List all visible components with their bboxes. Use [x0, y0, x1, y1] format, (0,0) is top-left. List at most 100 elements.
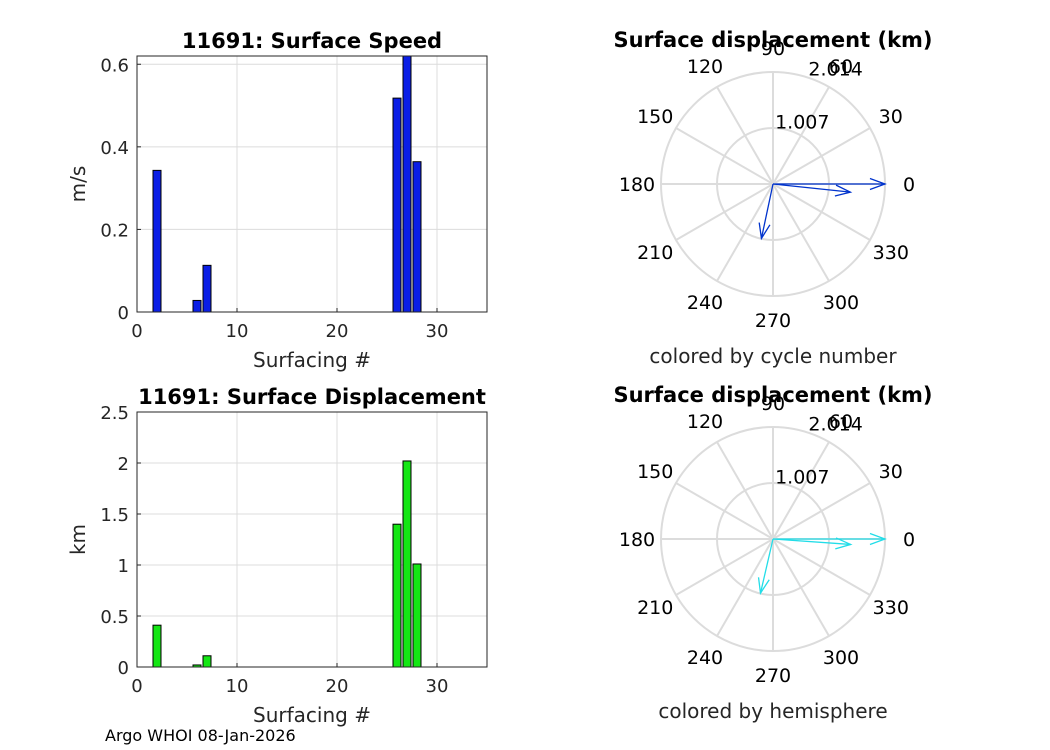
- polar-spoke: [675, 538, 774, 596]
- polar-spoke: [675, 127, 774, 185]
- axes-box: [136, 411, 488, 668]
- angle-label: 210: [637, 597, 673, 619]
- y-tick-label: 1: [118, 556, 129, 577]
- x-tick-label: 30: [426, 321, 449, 342]
- angle-label: 270: [755, 310, 791, 332]
- angle-label: 60: [829, 411, 853, 433]
- bar: [412, 161, 422, 313]
- polar-spoke: [772, 441, 830, 540]
- angle-label: 60: [829, 56, 853, 78]
- bar: [402, 460, 412, 668]
- bar: [202, 655, 212, 668]
- polar-spoke: [716, 86, 774, 185]
- polar-subtitle: colored by hemisphere: [658, 699, 887, 723]
- x-axis-label: Surfacing #: [253, 703, 371, 727]
- polar-spoke: [675, 183, 774, 241]
- angle-label: 330: [873, 242, 909, 264]
- angle-label: 240: [687, 292, 723, 314]
- polar-subtitle: colored by cycle number: [649, 344, 897, 368]
- bar-chart-2: 0 10 20 30 0 0.5 1 1.5 2 2.5 11691: Surface Displa…: [66, 385, 488, 727]
- angle-label: 30: [879, 106, 903, 128]
- arrowhead: [758, 222, 771, 241]
- angle-label: 330: [873, 597, 909, 619]
- angle-label: 180: [619, 174, 655, 196]
- y-tick-label: 0.5: [100, 607, 129, 628]
- x-tick-label: 10: [226, 676, 249, 697]
- y-tick-label: 0: [118, 658, 129, 679]
- y-tick-label: 0.6: [100, 55, 129, 76]
- angle-label: 240: [687, 647, 723, 669]
- radial-tick-label: 1.007: [775, 112, 829, 134]
- angle-label: 270: [755, 665, 791, 687]
- angle-label: 180: [619, 529, 655, 551]
- angle-label: 210: [637, 242, 673, 264]
- polar-spoke: [772, 86, 830, 185]
- bar: [192, 299, 202, 313]
- footer-credit: Argo WHOI 08-Jan-2026: [105, 726, 296, 745]
- arrowhead: [869, 177, 887, 191]
- bar: [152, 624, 162, 668]
- polar-spoke: [772, 538, 871, 596]
- polar-chart-3: 0 30 60 90 120 150 180 210 240 270 300 330 1.007 2.01…: [613, 383, 932, 723]
- bar: [152, 169, 162, 313]
- bar: [202, 264, 212, 313]
- polar-title: Surface displacement (km): [613, 383, 932, 407]
- y-axis-label: km: [66, 524, 90, 555]
- chart-title: 11691: Surface Displacement: [138, 385, 486, 409]
- polar-chart-1: 0 30 60 90 120 150 180 210 240 270 300 330 1.007 2.01…: [613, 28, 932, 368]
- angle-label: 90: [761, 393, 785, 415]
- x-tick-label: 10: [226, 321, 249, 342]
- polar-spoke: [675, 482, 774, 540]
- x-tick-label: 20: [326, 321, 349, 342]
- polar-spoke: [772, 538, 830, 637]
- y-tick-label: 2.5: [100, 403, 129, 424]
- angle-label: 150: [637, 461, 673, 483]
- y-tick-label: 0.2: [100, 220, 129, 241]
- bar-chart-0: 0 10 20 30 0 0.2 0.4 0.6 11691: Surface Speed Sur…: [66, 29, 488, 372]
- y-tick-label: 2: [118, 454, 129, 475]
- x-tick-label: 0: [131, 676, 142, 697]
- arrowhead: [869, 532, 887, 546]
- displacement-arrow: [759, 538, 774, 594]
- bar: [402, 55, 412, 313]
- x-axis-label: Surfacing #: [253, 348, 371, 372]
- x-tick-label: 0: [131, 321, 142, 342]
- angle-label: 300: [823, 292, 859, 314]
- radial-tick-label: 2.014: [808, 58, 862, 80]
- angle-label: 300: [823, 647, 859, 669]
- bar: [412, 563, 422, 668]
- polar-spoke: [772, 183, 830, 282]
- y-tick-label: 0.4: [100, 138, 129, 159]
- radial-tick-label: 2.014: [808, 413, 862, 435]
- y-tick-label: 1.5: [100, 505, 129, 526]
- chart-title: 11691: Surface Speed: [182, 29, 442, 53]
- polar-spoke: [716, 183, 774, 282]
- x-tick-label: 30: [426, 676, 449, 697]
- bar: [392, 523, 402, 668]
- x-tick-label: 20: [326, 676, 349, 697]
- angle-label: 90: [761, 38, 785, 60]
- polar-spoke: [716, 441, 774, 540]
- angle-label: 120: [687, 411, 723, 433]
- polar-title: Surface displacement (km): [613, 28, 932, 52]
- arrowhead: [835, 537, 853, 550]
- arrowhead: [757, 577, 770, 596]
- radial-tick-label: 1.007: [775, 467, 829, 489]
- angle-label: 30: [879, 461, 903, 483]
- angle-label: 0: [903, 174, 915, 196]
- arrowhead: [834, 184, 853, 197]
- angle-label: 150: [637, 106, 673, 128]
- displacement-arrow: [760, 183, 774, 239]
- polar-spoke: [772, 183, 871, 241]
- polar-spoke: [716, 538, 774, 637]
- polar-spoke: [772, 127, 871, 185]
- angle-label: 120: [687, 56, 723, 78]
- bar: [392, 97, 402, 313]
- y-axis-label: m/s: [66, 166, 90, 203]
- y-tick-label: 0: [118, 303, 129, 324]
- angle-label: 0: [903, 529, 915, 551]
- displacement-arrow: [772, 538, 851, 546]
- axes-box: [136, 55, 488, 313]
- displacement-arrow: [772, 183, 851, 193]
